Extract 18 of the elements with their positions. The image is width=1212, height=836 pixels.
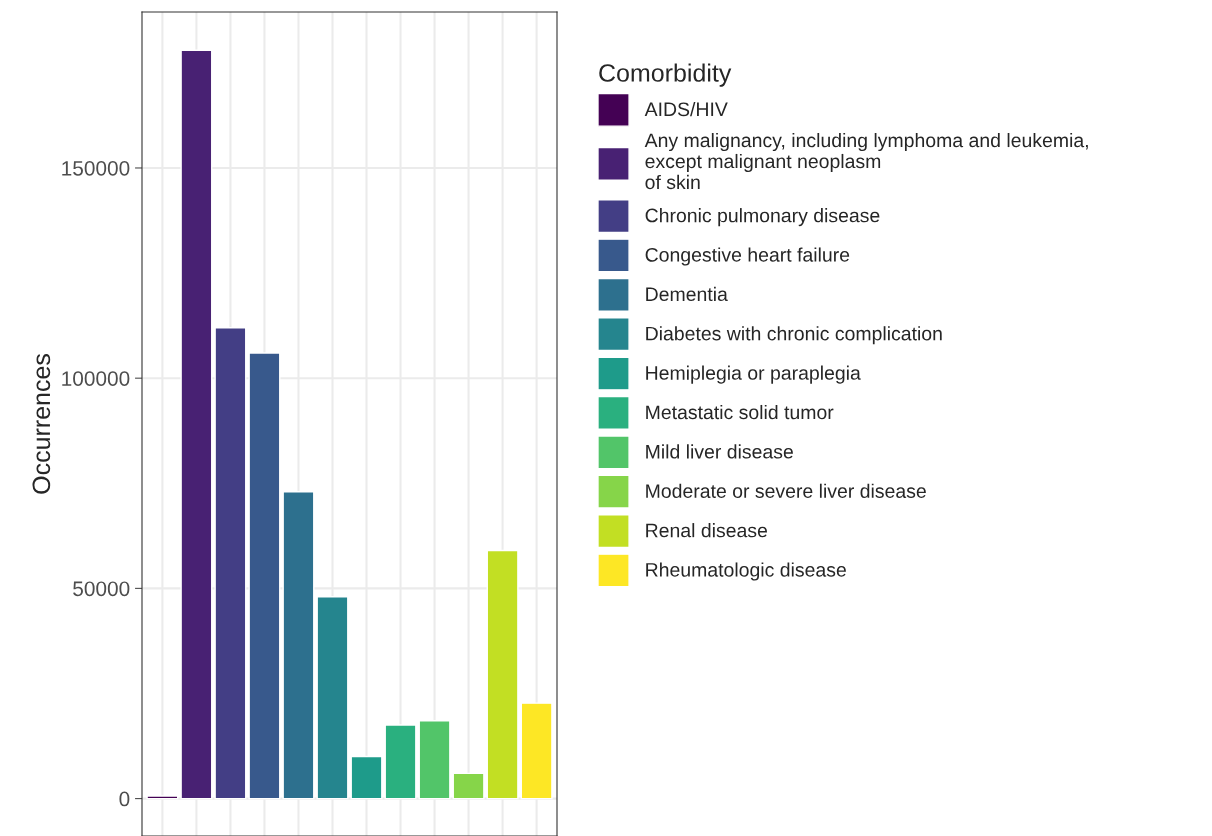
legend-label: Hemiplegia or paraplegia (646, 365, 861, 384)
legend-label: Moderate or severe liver disease (646, 483, 926, 498)
y-tick-label: 100000 (62, 371, 130, 386)
legend-label: Diabetes with chronic complication (646, 326, 942, 345)
y-axis-title: Occurrences (32, 354, 51, 494)
y-tick-label: 50000 (73, 581, 130, 597)
y-tick-label: 0 (119, 791, 130, 807)
legend-label: Congestive heart failure (645, 247, 850, 266)
legend-label: Renal disease (646, 523, 768, 538)
legend-label: Mild liver disease (646, 444, 793, 459)
legend-title: Comorbidity (599, 63, 732, 87)
legend-label: AIDS/HIV (644, 101, 728, 117)
legend-label: Dementia (646, 286, 728, 302)
legend-label: Rheumatologic disease (646, 562, 846, 581)
legend-label: Chronic pulmonary disease (645, 208, 880, 227)
legend-label: Any malignancy, including lymphoma and leukemia, except malignant neoplasm of skin (644, 132, 1088, 190)
y-tick-label: 150000 (62, 160, 130, 176)
legend-label: Metastatic solid tumor (646, 404, 834, 420)
